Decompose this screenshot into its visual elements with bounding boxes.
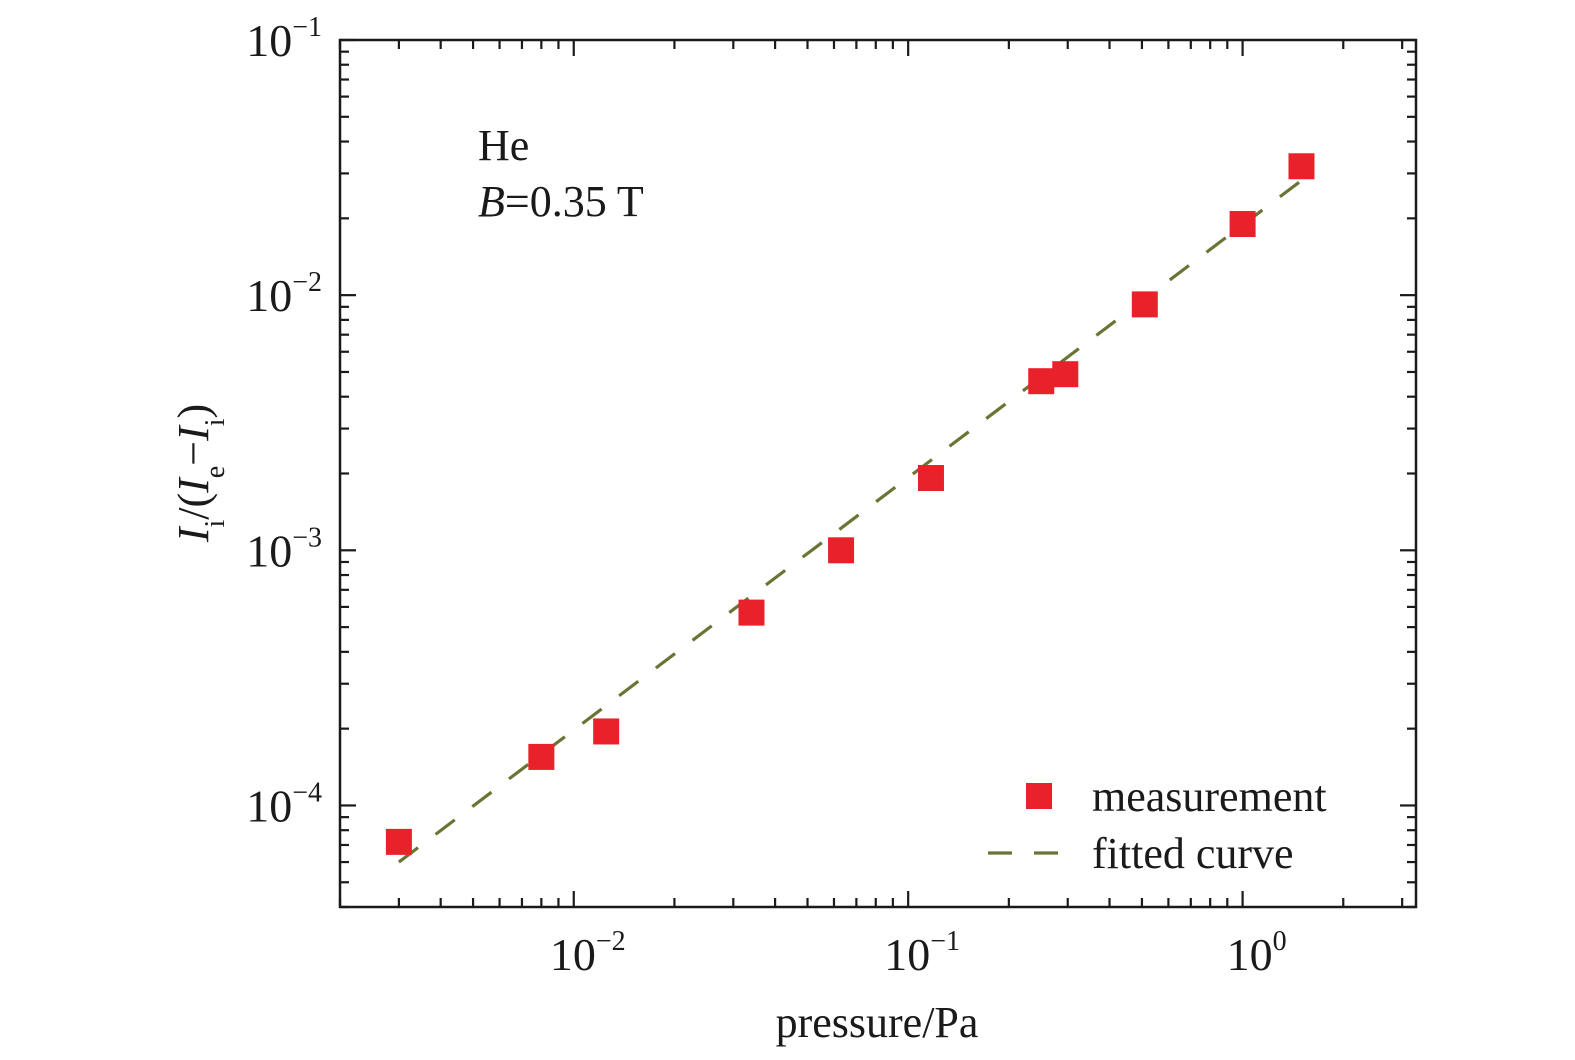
- measurement-point: [528, 743, 555, 770]
- x-tick-label: 10−2: [550, 926, 626, 980]
- legend-measurement-label: measurement: [1092, 772, 1327, 821]
- measurement-point: [1052, 361, 1079, 388]
- measurement-point: [593, 718, 620, 745]
- y-tick-label: 10−3: [246, 522, 322, 576]
- y-axis-label: Ii/(Ie−Ii): [169, 404, 231, 543]
- y-tick-label: 10−4: [246, 777, 322, 831]
- measurement-point: [1131, 291, 1158, 318]
- svg-text:Ii/(Ie−Ii): Ii/(Ie−Ii): [169, 404, 231, 543]
- annotation-field: B=0.35 T: [478, 177, 644, 226]
- measurement-point: [1288, 153, 1315, 180]
- x-axis-label: pressure/Pa: [776, 998, 979, 1047]
- measurement-markers: [385, 153, 1315, 855]
- measurement-point: [828, 537, 855, 564]
- x-tick-label: 100: [1227, 926, 1287, 980]
- tick-labels: 10−2 10−1 100 10−4 10−3 10−2 10−1: [246, 12, 1286, 980]
- y-tick-label: 10−1: [246, 12, 322, 66]
- x-tick-label: 10−1: [884, 926, 960, 980]
- measurement-point: [917, 465, 944, 492]
- measurement-point: [1028, 368, 1055, 395]
- y-tick-label: 10−2: [246, 267, 322, 321]
- annotation-gas: He: [478, 121, 529, 170]
- measurement-point: [385, 828, 412, 855]
- minor-ticks: [338, 40, 1416, 909]
- major-ticks: [340, 38, 1416, 907]
- legend: measurement fitted curve: [988, 772, 1327, 878]
- measurement-point: [738, 599, 765, 626]
- legend-measurement-swatch: [1026, 783, 1052, 809]
- legend-fitted-label: fitted curve: [1092, 829, 1294, 878]
- measurement-point: [1229, 211, 1256, 238]
